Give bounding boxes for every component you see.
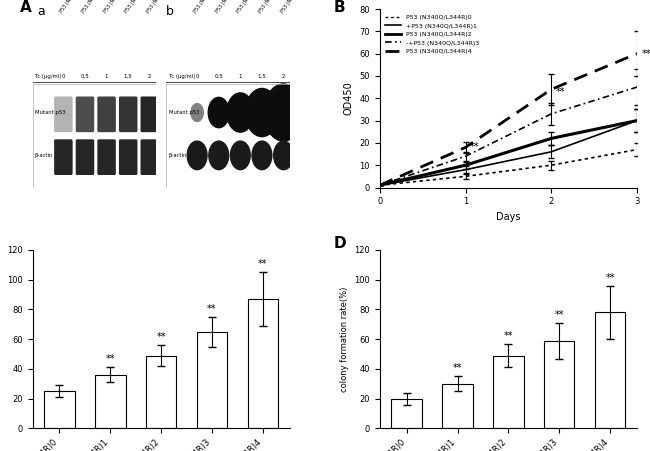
Bar	[197, 332, 227, 428]
Text: **: **	[453, 364, 462, 373]
Legend: P53 (N340Q/L344R)0, +P53 (N340Q/L344R)1, P53 (N340Q/L344R)2, -+P53 (N340Q/L344R): P53 (N340Q/L344R)0, +P53 (N340Q/L344R)1,…	[383, 12, 482, 56]
Text: **: **	[605, 273, 615, 283]
Bar	[248, 299, 278, 428]
Text: **: **	[157, 332, 166, 342]
Text: B: B	[333, 0, 345, 15]
Bar	[442, 384, 473, 428]
Text: **: **	[554, 310, 564, 320]
Text: **: **	[105, 354, 115, 364]
Text: b: b	[166, 5, 174, 18]
Text: D: D	[333, 236, 346, 251]
Bar	[595, 313, 625, 428]
Y-axis label: colony formation rate(%): colony formation rate(%)	[340, 286, 349, 392]
Text: **: **	[470, 143, 479, 152]
Text: **: **	[556, 87, 565, 97]
Bar	[544, 341, 575, 428]
Y-axis label: BrdU positive cells(%): BrdU positive cells(%)	[0, 293, 1, 386]
Text: a: a	[38, 5, 46, 18]
Bar	[95, 375, 125, 428]
Text: **: **	[504, 331, 513, 341]
X-axis label: Days: Days	[496, 212, 521, 222]
Text: **: **	[258, 259, 268, 269]
Y-axis label: OD450: OD450	[344, 81, 354, 115]
Bar	[391, 399, 422, 428]
Text: **: **	[642, 49, 650, 59]
Bar	[146, 355, 176, 428]
Bar	[44, 391, 75, 428]
Text: A: A	[20, 0, 31, 15]
Bar	[493, 355, 524, 428]
Text: **: **	[207, 304, 216, 314]
